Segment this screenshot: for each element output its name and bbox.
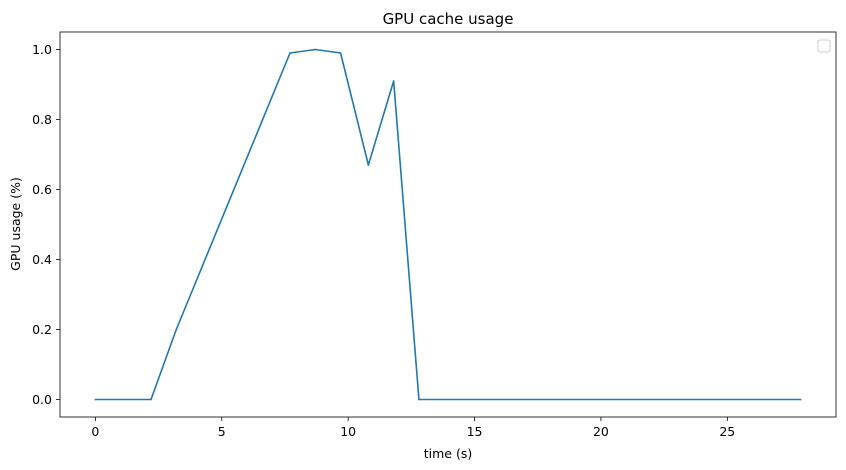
plot-area <box>59 31 837 418</box>
data-point <box>289 52 291 54</box>
data-point <box>418 398 420 401</box>
series-line <box>95 48 801 401</box>
y-axis: 0.0 0.2 0.4 0.6 0.8 1.0 <box>32 42 60 407</box>
data-point <box>94 398 97 401</box>
data-point <box>799 398 802 401</box>
x-axis-label: time (s) <box>424 446 472 461</box>
data-point <box>339 52 342 54</box>
data-point <box>314 48 317 51</box>
data-point <box>150 398 152 401</box>
x-tick-label: 20 <box>593 424 609 439</box>
x-tick-label: 5 <box>218 424 226 439</box>
chart-title: GPU cache usage <box>383 10 514 28</box>
data-point <box>367 164 370 166</box>
y-tick-label: 0.8 <box>32 112 52 127</box>
x-tick-label: 25 <box>719 424 735 439</box>
y-tick-label: 0.4 <box>32 252 52 267</box>
series-group <box>94 48 802 401</box>
x-axis: 0 5 10 15 20 25 <box>91 417 735 439</box>
data-point <box>392 80 395 82</box>
data-point <box>175 328 178 331</box>
y-tick-label: 0.2 <box>32 322 52 337</box>
y-tick-label: 1.0 <box>32 42 52 57</box>
y-tick-label: 0.6 <box>32 182 52 197</box>
x-tick-label: 0 <box>91 424 99 439</box>
legend-box <box>817 39 831 53</box>
y-axis-label: GPU usage (%) <box>8 177 23 271</box>
y-tick-label: 0.0 <box>32 392 52 407</box>
x-tick-label: 10 <box>340 424 356 439</box>
x-tick-label: 15 <box>467 424 483 439</box>
legend <box>817 39 831 53</box>
